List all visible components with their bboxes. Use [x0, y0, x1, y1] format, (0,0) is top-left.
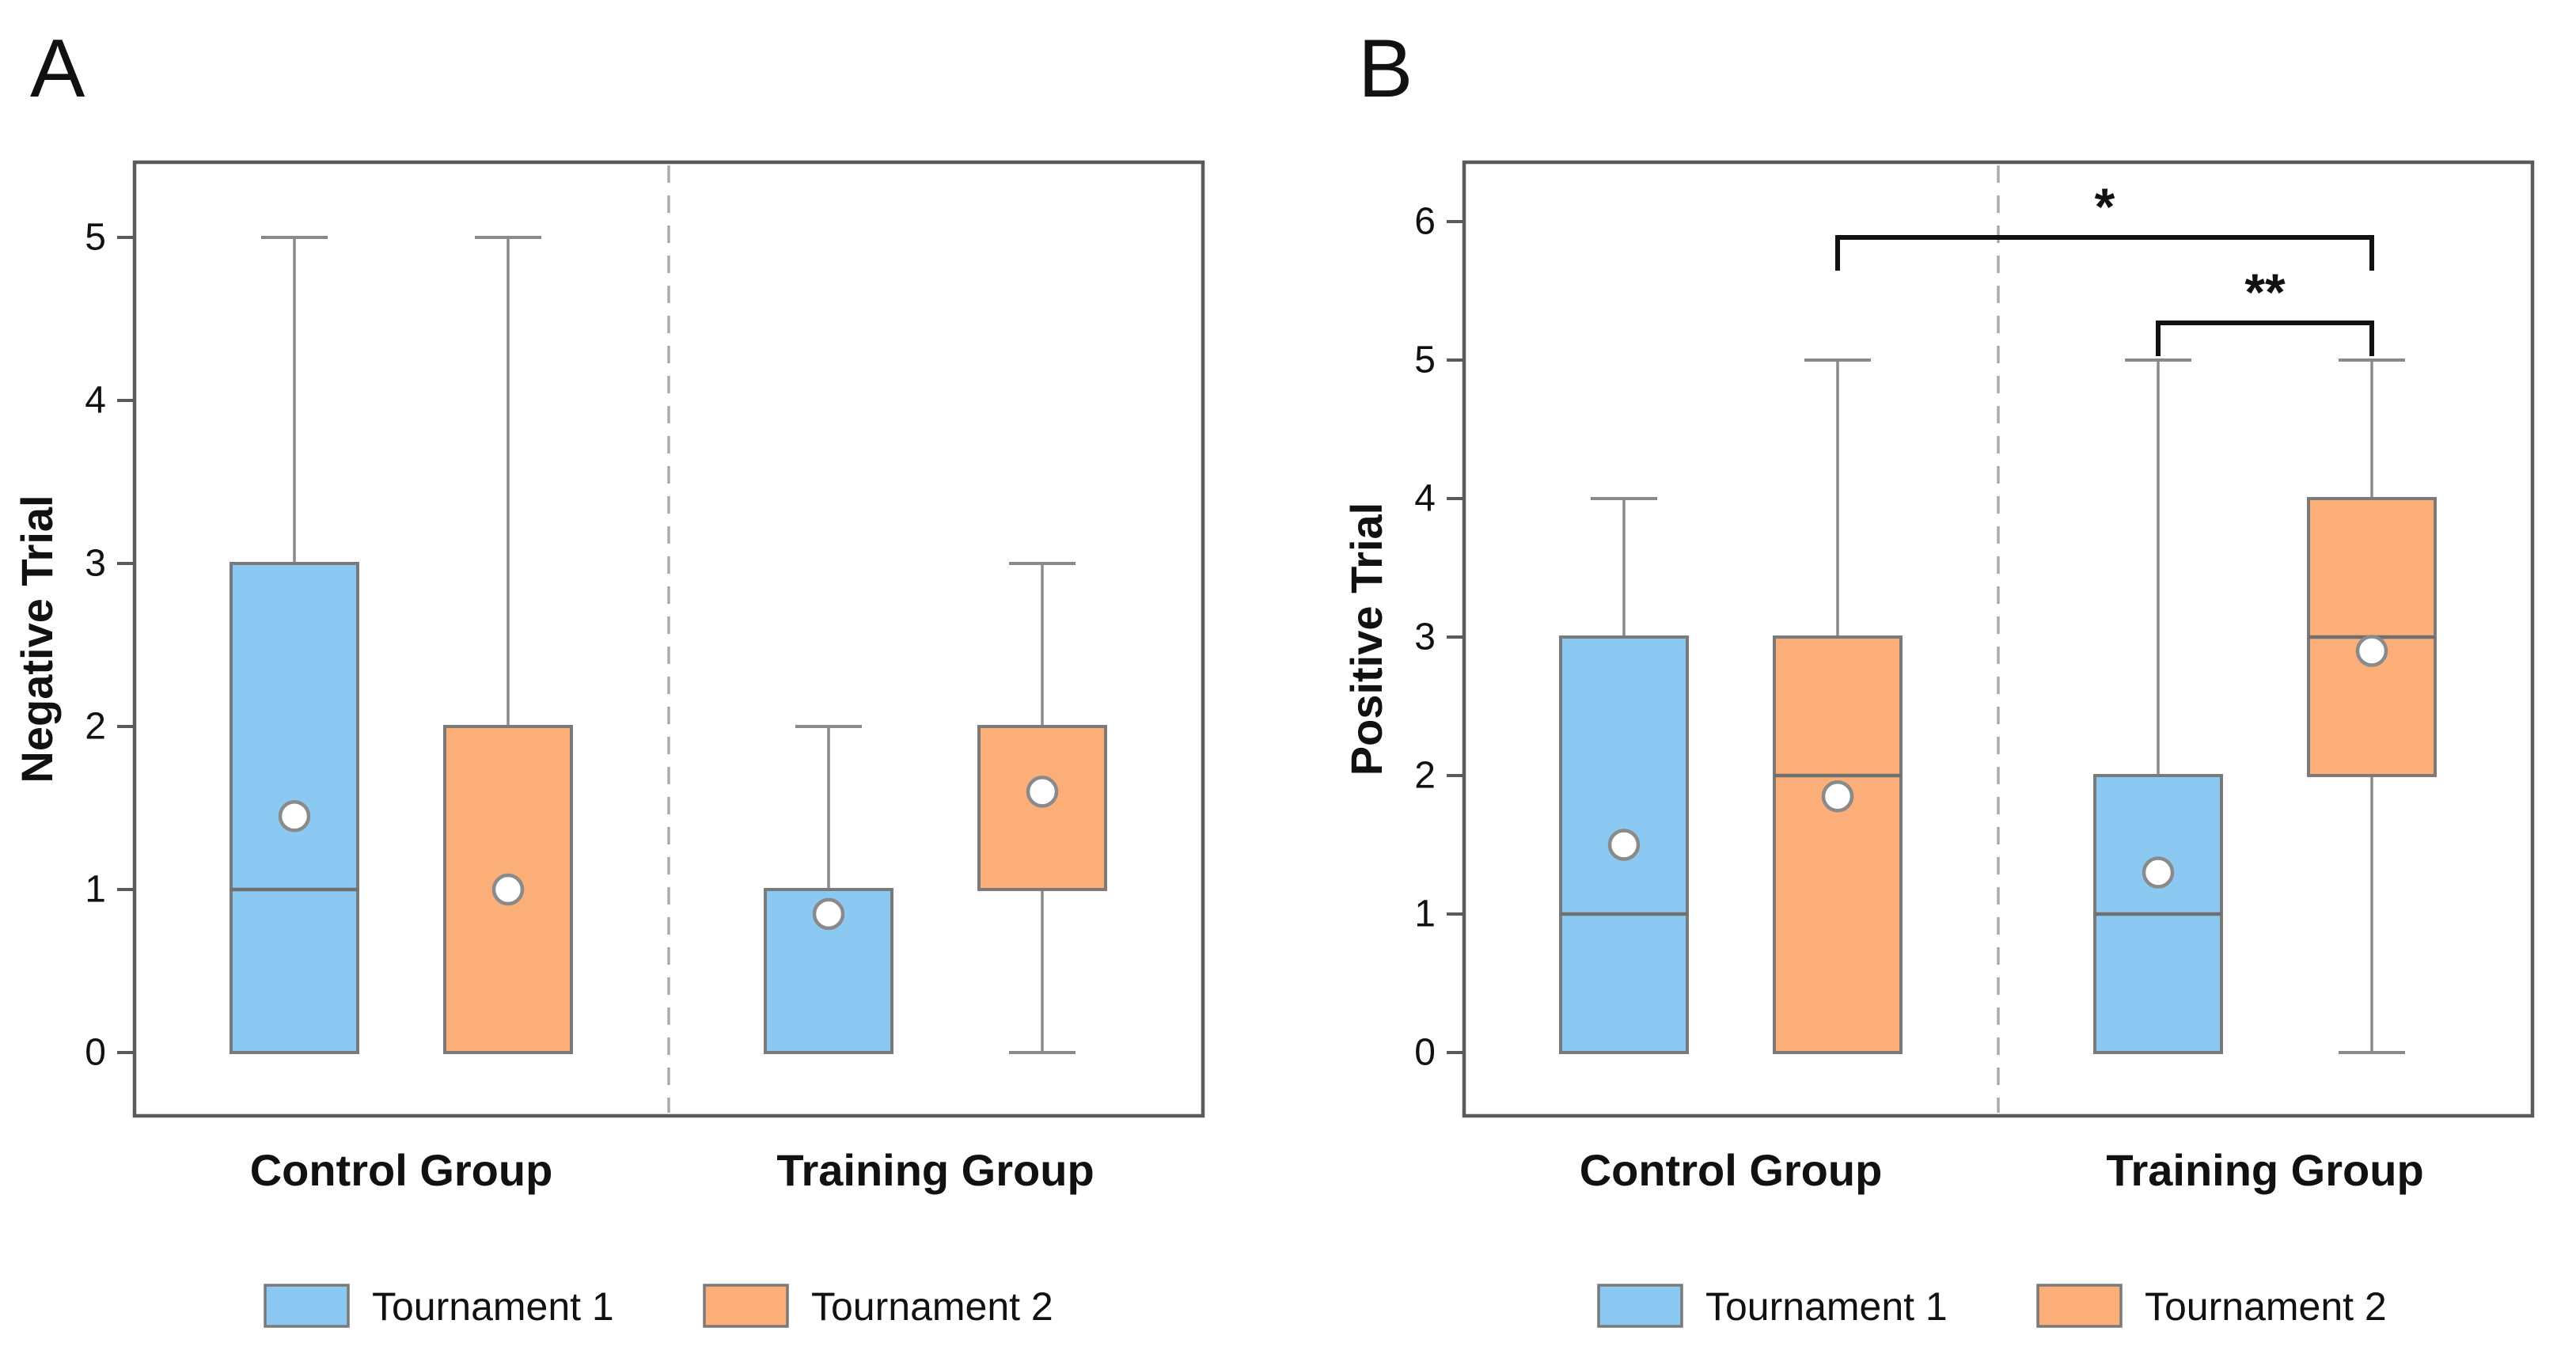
legend-panel-b: Tournament 1 Tournament 2: [1597, 1284, 2387, 1329]
box-control-group-tournament-1: [1559, 497, 1689, 1054]
y-tick-label: 3: [85, 543, 106, 585]
box-control-group-tournament-2: [443, 236, 573, 1054]
mean-marker-circle: [2355, 635, 2388, 667]
mean-marker-circle: [1026, 776, 1059, 808]
legend-swatch-tournament-1: [1597, 1284, 1683, 1328]
y-tick-label: 1: [1414, 893, 1436, 935]
y-tick-label: 4: [1414, 478, 1436, 520]
box-training-group-tournament-2: [977, 562, 1107, 1054]
mean-marker-circle: [278, 800, 311, 833]
significance-stars: *: [2095, 177, 2115, 236]
x-group-label: Training Group: [2106, 1145, 2423, 1195]
panel-a: A 0 1 2 3 4 5 Negative Trial Control Group Traini…: [12, 23, 1205, 1329]
mean-marker-circle: [491, 873, 525, 906]
significance-stars: **: [2244, 263, 2286, 321]
iqr-box: [1773, 635, 1903, 1054]
y-tick-label: 2: [1414, 755, 1436, 797]
plot-frame: [1462, 160, 2535, 1118]
box-training-group-tournament-1: [764, 725, 893, 1054]
box-training-group-tournament-1: [2093, 358, 2223, 1054]
mean-marker-circle: [812, 897, 845, 931]
y-tick-label: 5: [1414, 340, 1436, 381]
y-tick-label: 6: [1414, 201, 1436, 243]
legend-label: Tournament 2: [811, 1284, 1053, 1329]
y-tick-label: 3: [1414, 616, 1436, 658]
plot-frame: [132, 160, 1205, 1118]
legend-swatch-tournament-1: [264, 1284, 350, 1328]
box-control-group-tournament-1: [230, 236, 359, 1054]
panel-b: B 0 1 2 3 4 5 6 Positive Trial Control Group Train…: [1341, 23, 2535, 1329]
panel-label: A: [30, 23, 85, 115]
y-tick-label: 4: [85, 380, 106, 422]
y-tick-label: 2: [85, 706, 106, 748]
x-group-label: Control Group: [250, 1145, 553, 1195]
iqr-box: [977, 725, 1107, 891]
y-axis-title: Negative Trial: [12, 495, 62, 783]
box-control-group-tournament-2: [1773, 358, 1903, 1054]
y-axis-title: Positive Trial: [1341, 503, 1391, 776]
legend-swatch-tournament-2: [2036, 1284, 2123, 1328]
legend-swatch-tournament-2: [703, 1284, 789, 1328]
significance-bracket: [1835, 235, 2374, 271]
y-tick-label: 5: [85, 217, 106, 259]
box-training-group-tournament-2: [2307, 358, 2437, 1054]
legend-label: Tournament 2: [2145, 1284, 2387, 1329]
mean-marker-circle: [1607, 829, 1641, 861]
y-tick-label: 0: [85, 1032, 106, 1074]
y-tick-label: 1: [85, 869, 106, 911]
mean-marker-circle: [2142, 856, 2175, 889]
x-group-label: Training Group: [776, 1145, 1094, 1195]
significance-bracket: [2156, 321, 2374, 356]
legend-label: Tournament 1: [372, 1284, 614, 1329]
mean-marker-circle: [1821, 780, 1854, 813]
panel-label: B: [1358, 23, 1413, 115]
y-tick-label: 0: [1414, 1032, 1436, 1074]
x-group-label: Control Group: [1580, 1145, 1883, 1195]
legend-panel-a: Tournament 1 Tournament 2: [264, 1284, 1053, 1329]
legend-label: Tournament 1: [1705, 1284, 1948, 1329]
